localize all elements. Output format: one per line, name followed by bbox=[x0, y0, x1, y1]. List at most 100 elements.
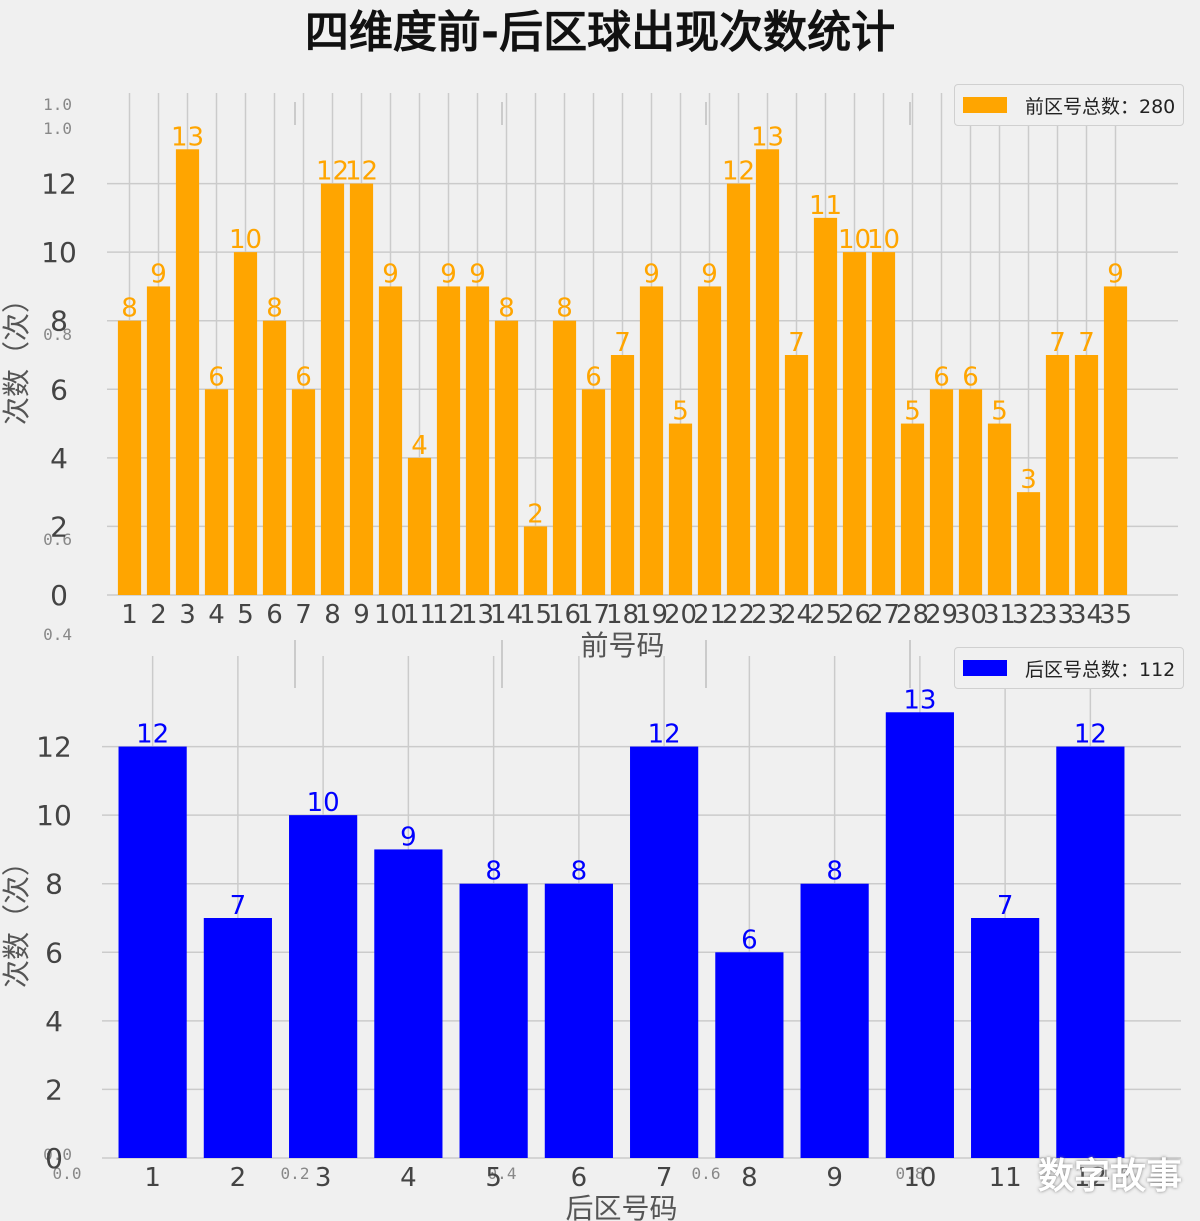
bg-xtick-label: 0.0 bbox=[53, 1164, 82, 1183]
bar-value-label: 6 bbox=[933, 362, 950, 392]
bar-value-label: 6 bbox=[585, 362, 602, 392]
bg-xtick-label: 0.8 bbox=[896, 1164, 925, 1183]
x-tick-label: 16 bbox=[548, 600, 581, 630]
bar bbox=[494, 320, 519, 595]
bar-value-label: 12 bbox=[1074, 720, 1107, 750]
bar-value-label: 10 bbox=[229, 225, 262, 255]
x-tick-label: 8 bbox=[324, 600, 341, 630]
x-tick-label: 17 bbox=[577, 600, 610, 630]
bar-value-label: 9 bbox=[1107, 259, 1124, 289]
bar bbox=[987, 423, 1012, 595]
x-tick-label: 21 bbox=[693, 600, 726, 630]
bar-value-label: 9 bbox=[469, 259, 486, 289]
bar-value-label: 3 bbox=[1020, 465, 1037, 495]
bar bbox=[1074, 355, 1099, 595]
bar bbox=[407, 457, 432, 595]
bar-value-label: 7 bbox=[997, 891, 1014, 921]
x-axis-label: 前号码 bbox=[580, 629, 664, 662]
y-tick-label: 8 bbox=[45, 868, 63, 901]
bar-value-label: 7 bbox=[614, 328, 631, 358]
bar bbox=[1103, 286, 1128, 595]
x-tick-label: 34 bbox=[1070, 600, 1103, 630]
y-tick-label: 10 bbox=[41, 236, 77, 269]
x-tick-label: 31 bbox=[983, 600, 1016, 630]
bar bbox=[1045, 355, 1070, 595]
bar bbox=[175, 149, 200, 596]
x-tick-label: 30 bbox=[954, 600, 987, 630]
bar bbox=[885, 712, 954, 1158]
bg-ytick-label: 0.0 bbox=[43, 1145, 72, 1164]
x-tick-label: 9 bbox=[826, 1163, 843, 1193]
bar bbox=[378, 286, 403, 595]
y-tick-label: 12 bbox=[41, 168, 77, 201]
bar-value-label: 8 bbox=[556, 294, 573, 324]
bar-value-label: 12 bbox=[136, 720, 169, 750]
x-tick-label: 6 bbox=[266, 600, 283, 630]
back-legend-label: 后区号总数：112 bbox=[1025, 658, 1176, 681]
bar-value-label: 6 bbox=[295, 362, 312, 392]
x-tick-label: 1 bbox=[144, 1163, 161, 1193]
bar-value-label: 5 bbox=[991, 397, 1008, 427]
bar bbox=[755, 149, 780, 596]
bar-value-label: 8 bbox=[826, 857, 843, 887]
y-axis-label: 次数（次） bbox=[0, 848, 33, 988]
x-tick-label: 5 bbox=[485, 1163, 502, 1193]
bar-value-label: 5 bbox=[672, 397, 689, 427]
x-tick-label: 9 bbox=[353, 600, 370, 630]
x-tick-label: 11 bbox=[403, 600, 436, 630]
bar-value-label: 13 bbox=[171, 122, 204, 152]
bar-value-label: 10 bbox=[838, 225, 871, 255]
x-tick-label: 4 bbox=[400, 1163, 417, 1193]
bar-value-label: 9 bbox=[150, 259, 167, 289]
bg-ytick-label: 1.0 bbox=[43, 119, 72, 138]
back-legend: 后区号总数：112 bbox=[954, 647, 1185, 689]
bar-value-label: 9 bbox=[701, 259, 718, 289]
x-tick-label: 28 bbox=[896, 600, 929, 630]
bar-value-label: 10 bbox=[307, 788, 340, 818]
x-tick-label: 12 bbox=[432, 600, 465, 630]
bar-value-label: 12 bbox=[316, 157, 349, 187]
bar-value-label: 5 bbox=[904, 397, 921, 427]
x-tick-label: 22 bbox=[722, 600, 755, 630]
x-tick-label: 10 bbox=[374, 600, 407, 630]
bar bbox=[668, 423, 693, 595]
x-tick-label: 3 bbox=[179, 600, 196, 630]
x-tick-label: 15 bbox=[519, 600, 552, 630]
bar bbox=[610, 355, 635, 595]
y-tick-label: 10 bbox=[36, 799, 72, 832]
y-tick-label: 0 bbox=[50, 579, 68, 612]
x-tick-label: 7 bbox=[295, 600, 312, 630]
x-tick-label: 26 bbox=[838, 600, 871, 630]
bar bbox=[204, 389, 229, 595]
bar bbox=[581, 389, 606, 595]
x-tick-label: 23 bbox=[751, 600, 784, 630]
y-tick-label: 4 bbox=[50, 442, 68, 475]
x-tick-label: 4 bbox=[208, 600, 225, 630]
bar bbox=[233, 252, 258, 595]
bar-value-label: 12 bbox=[345, 157, 378, 187]
bar bbox=[715, 952, 784, 1158]
bg-ytick-label: 0.4 bbox=[43, 625, 72, 644]
bar bbox=[465, 286, 490, 595]
bar bbox=[117, 320, 142, 595]
bar bbox=[630, 746, 699, 1158]
bar bbox=[320, 183, 345, 596]
bar bbox=[291, 389, 316, 595]
y-axis-label: 次数（次） bbox=[0, 285, 33, 425]
y-tick-label: 0 bbox=[45, 1142, 63, 1175]
bar-value-label: 12 bbox=[722, 157, 755, 187]
front-legend-swatch bbox=[963, 97, 1007, 113]
bar bbox=[697, 286, 722, 595]
y-tick-label: 8 bbox=[50, 305, 68, 338]
bar-value-label: 13 bbox=[751, 122, 784, 152]
x-tick-label: 20 bbox=[664, 600, 697, 630]
bar-value-label: 7 bbox=[1078, 328, 1095, 358]
bar bbox=[459, 883, 528, 1158]
x-tick-label: 12 bbox=[1074, 1163, 1107, 1193]
y-tick-label: 2 bbox=[45, 1073, 63, 1106]
bg-ytick-label: 1.0 bbox=[43, 95, 72, 114]
x-tick-label: 6 bbox=[571, 1163, 588, 1193]
y-tick-label: 6 bbox=[50, 373, 68, 406]
bar bbox=[971, 918, 1040, 1158]
x-tick-label: 27 bbox=[867, 600, 900, 630]
